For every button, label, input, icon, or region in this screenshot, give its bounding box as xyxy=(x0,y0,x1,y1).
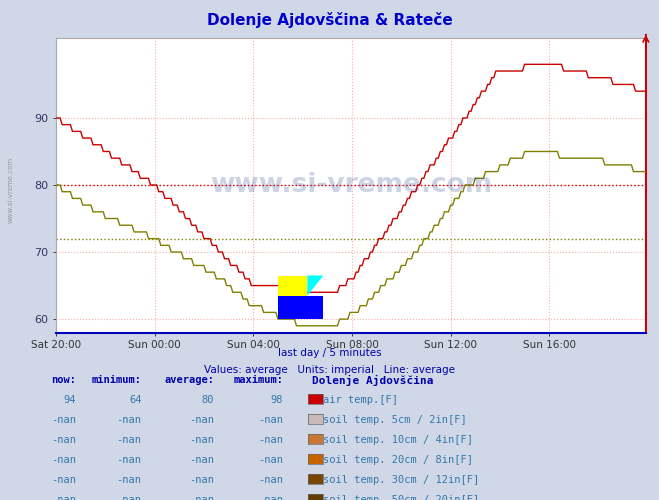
Text: -nan: -nan xyxy=(189,475,214,485)
Bar xyxy=(278,296,324,319)
Text: -nan: -nan xyxy=(51,415,76,425)
Bar xyxy=(278,276,307,295)
Text: -nan: -nan xyxy=(51,475,76,485)
Text: -nan: -nan xyxy=(189,415,214,425)
Text: 94: 94 xyxy=(63,395,76,405)
Text: -nan: -nan xyxy=(51,435,76,445)
Text: 80: 80 xyxy=(202,395,214,405)
Text: -nan: -nan xyxy=(258,495,283,500)
Text: -nan: -nan xyxy=(258,415,283,425)
Text: -nan: -nan xyxy=(117,435,142,445)
Text: -nan: -nan xyxy=(117,415,142,425)
Text: soil temp. 5cm / 2in[F]: soil temp. 5cm / 2in[F] xyxy=(323,415,467,425)
Text: maximum:: maximum: xyxy=(233,375,283,385)
Text: www.si-vreme.com: www.si-vreme.com xyxy=(210,172,492,198)
Text: www.si-vreme.com: www.si-vreme.com xyxy=(8,157,14,223)
Text: 64: 64 xyxy=(129,395,142,405)
Text: -nan: -nan xyxy=(117,495,142,500)
Text: -nan: -nan xyxy=(117,455,142,465)
Text: -nan: -nan xyxy=(189,495,214,500)
Polygon shape xyxy=(307,276,324,295)
Text: average:: average: xyxy=(164,375,214,385)
Text: -nan: -nan xyxy=(189,455,214,465)
Text: last day / 5 minutes: last day / 5 minutes xyxy=(277,348,382,358)
Text: minimum:: minimum: xyxy=(92,375,142,385)
Text: Dolenje Ajdovščina & Rateče: Dolenje Ajdovščina & Rateče xyxy=(207,12,452,28)
Text: -nan: -nan xyxy=(189,435,214,445)
Text: soil temp. 10cm / 4in[F]: soil temp. 10cm / 4in[F] xyxy=(323,435,473,445)
Text: Values: average   Units: imperial   Line: average: Values: average Units: imperial Line: av… xyxy=(204,365,455,375)
Text: -nan: -nan xyxy=(258,475,283,485)
Text: -nan: -nan xyxy=(258,455,283,465)
Text: Dolenje Ajdovščina: Dolenje Ajdovščina xyxy=(312,375,433,386)
Text: soil temp. 50cm / 20in[F]: soil temp. 50cm / 20in[F] xyxy=(323,495,479,500)
Text: -nan: -nan xyxy=(51,455,76,465)
Text: now:: now: xyxy=(51,375,76,385)
Text: -nan: -nan xyxy=(117,475,142,485)
Text: soil temp. 20cm / 8in[F]: soil temp. 20cm / 8in[F] xyxy=(323,455,473,465)
Text: -nan: -nan xyxy=(258,435,283,445)
Text: -nan: -nan xyxy=(51,495,76,500)
Text: 98: 98 xyxy=(271,395,283,405)
Text: air temp.[F]: air temp.[F] xyxy=(323,395,398,405)
Text: soil temp. 30cm / 12in[F]: soil temp. 30cm / 12in[F] xyxy=(323,475,479,485)
